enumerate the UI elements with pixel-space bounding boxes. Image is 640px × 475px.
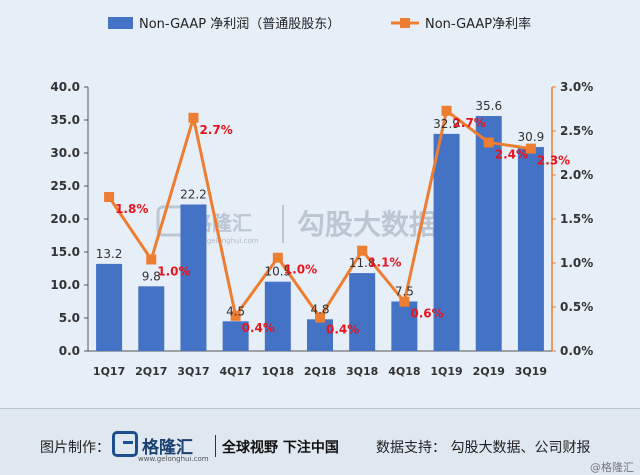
bar xyxy=(517,147,544,351)
line-series xyxy=(104,105,536,323)
line-marker xyxy=(315,312,325,323)
line-marker xyxy=(146,254,157,265)
right-tick-label: 2.0% xyxy=(560,168,593,182)
brand-logo-icon xyxy=(112,431,138,457)
right-tick-label: 1.0% xyxy=(560,256,593,270)
rate-value-label: 0.4% xyxy=(326,323,359,337)
bar xyxy=(349,273,376,351)
line-marker xyxy=(104,192,115,202)
rate-value-label: 1.0% xyxy=(157,264,190,278)
bar-value-label: 4.5 xyxy=(226,304,245,318)
category-label: 3Q18 xyxy=(346,365,378,378)
category-label: 3Q19 xyxy=(515,365,547,378)
left-tick-label: 0.0 xyxy=(59,344,80,358)
bar-value-label: 22.2 xyxy=(180,187,207,201)
rate-value-label: 2.3% xyxy=(537,154,570,168)
left-tick-label: 35.0 xyxy=(50,113,80,127)
line-marker xyxy=(188,112,199,123)
bar xyxy=(222,321,249,351)
data-support: 数据支持： 勾股大数据、公司财报 xyxy=(376,440,591,456)
line-marker xyxy=(441,105,452,116)
left-tick-label: 30.0 xyxy=(50,146,80,160)
bar-value-label: 13.2 xyxy=(96,247,123,261)
bar xyxy=(307,319,333,351)
brand-name: 格隆汇 xyxy=(142,438,193,458)
legend-bar-swatch xyxy=(108,17,133,29)
line-marker xyxy=(525,143,536,154)
left-tick-label: 40.0 xyxy=(50,80,80,94)
category-label: 1Q19 xyxy=(430,365,462,378)
bar-value-label: 11.8 xyxy=(349,256,376,270)
category-label: 1Q17 xyxy=(93,365,125,378)
bar-value-label: 35.6 xyxy=(475,99,502,113)
category-label: 2Q17 xyxy=(135,365,167,378)
chart-area: Non-GAAP 净利润（普通股股东） Non-GAAP净利率 格隆汇 www.… xyxy=(50,16,593,378)
bar xyxy=(180,204,207,351)
line-marker xyxy=(230,310,241,321)
watermark-url: www.gelonghui.com xyxy=(188,237,259,245)
watermark-text: 勾股大数据 xyxy=(297,208,437,241)
bar-series xyxy=(96,116,544,351)
left-tick-label: 5.0 xyxy=(59,311,80,325)
rate-value-label: 2.4% xyxy=(495,147,528,161)
line-marker xyxy=(357,245,368,256)
legend: Non-GAAP 净利润（普通股股东） Non-GAAP净利率 xyxy=(108,16,531,32)
line-marker xyxy=(272,252,283,263)
bar-value-label: 4.8 xyxy=(310,302,329,316)
footer: 图片制作： 格隆汇 www.gelonghui.com 全球视野 下注中国 数据… xyxy=(0,408,640,475)
bar-value-label: 10.5 xyxy=(264,265,291,279)
bar xyxy=(96,263,123,351)
right-tick-label: 2.5% xyxy=(560,124,593,138)
bar-value-label: 32.9 xyxy=(433,117,460,131)
bar-value-label: 9.8 xyxy=(142,269,161,283)
legend-line-label: Non-GAAP净利率 xyxy=(425,16,531,32)
left-tick-label: 15.0 xyxy=(50,245,80,259)
rate-value-label: 0.6% xyxy=(410,307,443,321)
right-tick-label: 0.5% xyxy=(560,300,593,314)
bar xyxy=(391,301,418,351)
line-marker xyxy=(483,137,494,148)
bar xyxy=(264,281,291,351)
category-label: 2Q18 xyxy=(304,365,336,378)
rate-value-label: 2.7% xyxy=(199,123,232,137)
category-label: 3Q17 xyxy=(177,365,209,378)
line-marker xyxy=(399,296,410,307)
bar-value-label: 30.9 xyxy=(518,130,545,144)
legend-bar-label: Non-GAAP 净利润（普通股股东） xyxy=(139,17,340,32)
rate-value-label: 1.0% xyxy=(284,263,317,277)
category-label: 4Q18 xyxy=(388,365,420,378)
combo-chart: Non-GAAP 净利润（普通股股东） Non-GAAP净利率 格隆汇 www.… xyxy=(50,16,593,378)
bar xyxy=(138,286,165,351)
rate-value-label: 1.1% xyxy=(368,256,401,270)
category-label: 2Q19 xyxy=(473,365,505,378)
bar xyxy=(475,116,502,351)
right-tick-label: 3.0% xyxy=(560,80,593,94)
footer-divider xyxy=(215,435,216,457)
corner-watermark: @格隆汇 xyxy=(590,461,634,474)
data-labels: 13.2 9.8 22.2 4.5 10.5 4.8 11.8 7.5 32.9 35.6 30.9… xyxy=(96,99,570,337)
rate-value-label: 2.7% xyxy=(453,116,486,130)
left-tick-label: 25.0 xyxy=(50,179,80,193)
slogan: 全球视野 下注中国 xyxy=(222,440,339,456)
bar xyxy=(433,133,460,351)
category-label: 1Q18 xyxy=(262,365,294,378)
left-tick-label: 20.0 xyxy=(50,212,80,226)
right-tick-label: 1.5% xyxy=(560,212,593,226)
category-label: 4Q17 xyxy=(219,365,251,378)
rate-value-label: 0.4% xyxy=(242,321,275,335)
made-by-label: 图片制作： xyxy=(40,440,110,456)
brand-url: www.gelonghui.com xyxy=(138,455,209,463)
left-tick-label: 10.0 xyxy=(50,278,80,292)
legend-line-marker xyxy=(400,18,410,28)
right-tick-label: 0.0% xyxy=(560,344,593,358)
rate-value-label: 1.8% xyxy=(115,202,148,216)
bar-value-label: 7.5 xyxy=(395,285,414,299)
